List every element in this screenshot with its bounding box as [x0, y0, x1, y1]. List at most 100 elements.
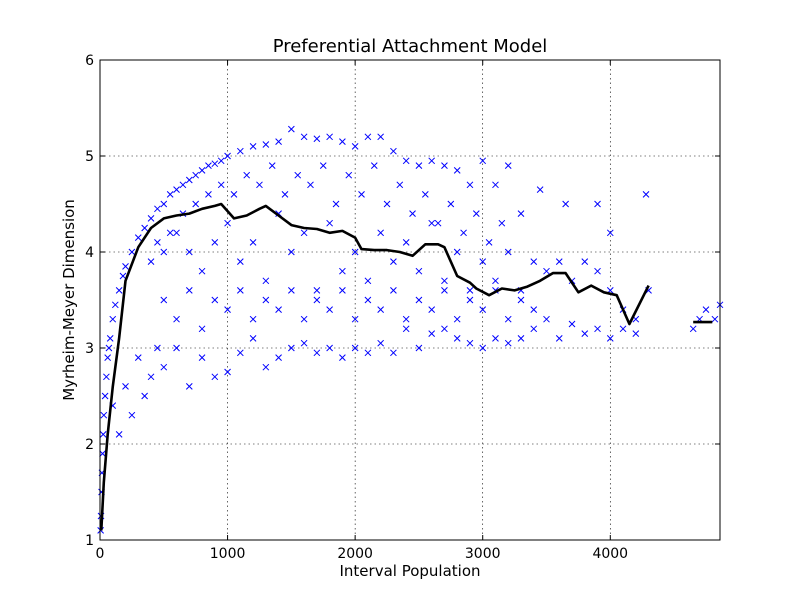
scatter-point: [224, 306, 231, 313]
y-tick-label: 4: [85, 245, 94, 261]
scatter-point: [294, 171, 302, 179]
scatter-point: [141, 224, 149, 232]
scatter-point: [555, 335, 563, 342]
x-tick-label: 1000: [210, 546, 246, 562]
scatter-point: [517, 335, 525, 342]
scatter-point: [109, 315, 117, 323]
scatter-point: [313, 287, 321, 294]
y-tick-label: 5: [85, 149, 94, 165]
y-axis-label: Myrheim-Meyer Dimension: [60, 199, 78, 401]
scatter-point: [594, 267, 601, 275]
scatter-point: [275, 354, 282, 361]
scatter-point: [268, 162, 276, 169]
scatter-point: [460, 229, 467, 237]
scatter-point: [99, 431, 107, 438]
scatter-point: [160, 296, 168, 304]
scatter-point: [300, 229, 308, 237]
scatter-point: [281, 191, 289, 198]
scatter-point: [198, 325, 206, 333]
scatter-point: [249, 143, 257, 150]
scatter-point: [173, 315, 180, 323]
scatter-point: [166, 229, 174, 237]
scatter-point: [134, 234, 142, 241]
scatter-point: [364, 349, 372, 357]
x-tick-label: 2000: [337, 546, 373, 562]
scatter-point: [326, 306, 333, 313]
scatter-point: [428, 330, 436, 337]
scatter-point: [632, 330, 640, 337]
scatter-point: [479, 157, 487, 165]
scatter-point: [198, 167, 206, 174]
scatter-point: [313, 296, 321, 304]
scatter-point: [326, 344, 333, 352]
scatter-point: [447, 200, 455, 208]
scatter-point: [111, 301, 119, 309]
scatter-point: [300, 133, 308, 141]
scatter-point: [390, 258, 397, 265]
scatter-point: [313, 135, 321, 143]
scatter-point: [224, 152, 231, 160]
scatter-point: [128, 411, 136, 419]
scatter-point: [173, 229, 180, 237]
scatter-point: [415, 296, 423, 304]
scatter-point: [211, 373, 219, 381]
scatter-point: [377, 339, 385, 347]
scatter-point: [192, 171, 200, 179]
scatter-point: [581, 330, 589, 337]
scatter-point: [409, 210, 416, 217]
scatter-point: [364, 277, 372, 285]
scatter-point: [262, 363, 270, 371]
scatter-point: [99, 450, 106, 457]
scatter-point: [134, 354, 142, 361]
scatter-point: [428, 219, 436, 227]
scatter-point: [288, 344, 295, 352]
scatter-point: [492, 335, 499, 342]
scatter-point: [224, 368, 231, 376]
scatter-point: [441, 325, 448, 333]
scatter-point: [415, 162, 423, 169]
scatter-point: [504, 248, 512, 256]
scatter-point: [147, 373, 155, 381]
scatter-point: [345, 171, 353, 179]
scatter-point: [568, 320, 576, 328]
axis-ticks: 0 1000 2000 3000 4000 1 2 3 4 5 6: [85, 53, 720, 562]
scatter-point: [192, 200, 200, 208]
scatter-point: [402, 325, 410, 333]
scatter-point: [562, 200, 569, 208]
scatter-point: [364, 296, 372, 304]
scatter-point: [466, 339, 474, 347]
scatter-point: [115, 431, 123, 438]
scatter-point: [243, 171, 251, 179]
scatter-point: [498, 219, 506, 227]
scatter-point: [262, 141, 270, 148]
plot-area-frame: [99, 59, 721, 541]
scatter-point: [307, 181, 314, 189]
scatter-point: [504, 162, 512, 169]
scatter-point: [434, 219, 442, 227]
scatter-point: [711, 315, 719, 323]
scatter-point: [466, 296, 474, 304]
scatter-point: [119, 272, 127, 280]
y-tick-label: 6: [85, 53, 94, 69]
scatter-point: [205, 191, 212, 198]
scatter-point: [275, 306, 282, 313]
scatter-point: [339, 354, 346, 361]
scatter-point: [415, 267, 423, 275]
scatter-point: [390, 287, 397, 294]
x-tick-label: 3000: [465, 546, 501, 562]
scatter-point: [594, 325, 601, 333]
scatter-point: [106, 335, 114, 342]
y-tick-label: 3: [85, 341, 94, 357]
scatter-point: [453, 315, 461, 323]
y-tick-label: 2: [85, 437, 94, 453]
scatter-point: [288, 125, 295, 133]
scatter-point: [173, 186, 180, 193]
scatter-point: [453, 335, 461, 342]
scatter-point: [351, 248, 359, 256]
x-tick-label: 4000: [592, 546, 628, 562]
chart-title: Preferential Attachment Model: [273, 36, 548, 57]
scatter-point: [160, 200, 168, 208]
scatter-point: [485, 239, 493, 246]
scatter-point: [236, 349, 244, 357]
y-tick-label: 1: [85, 533, 94, 549]
